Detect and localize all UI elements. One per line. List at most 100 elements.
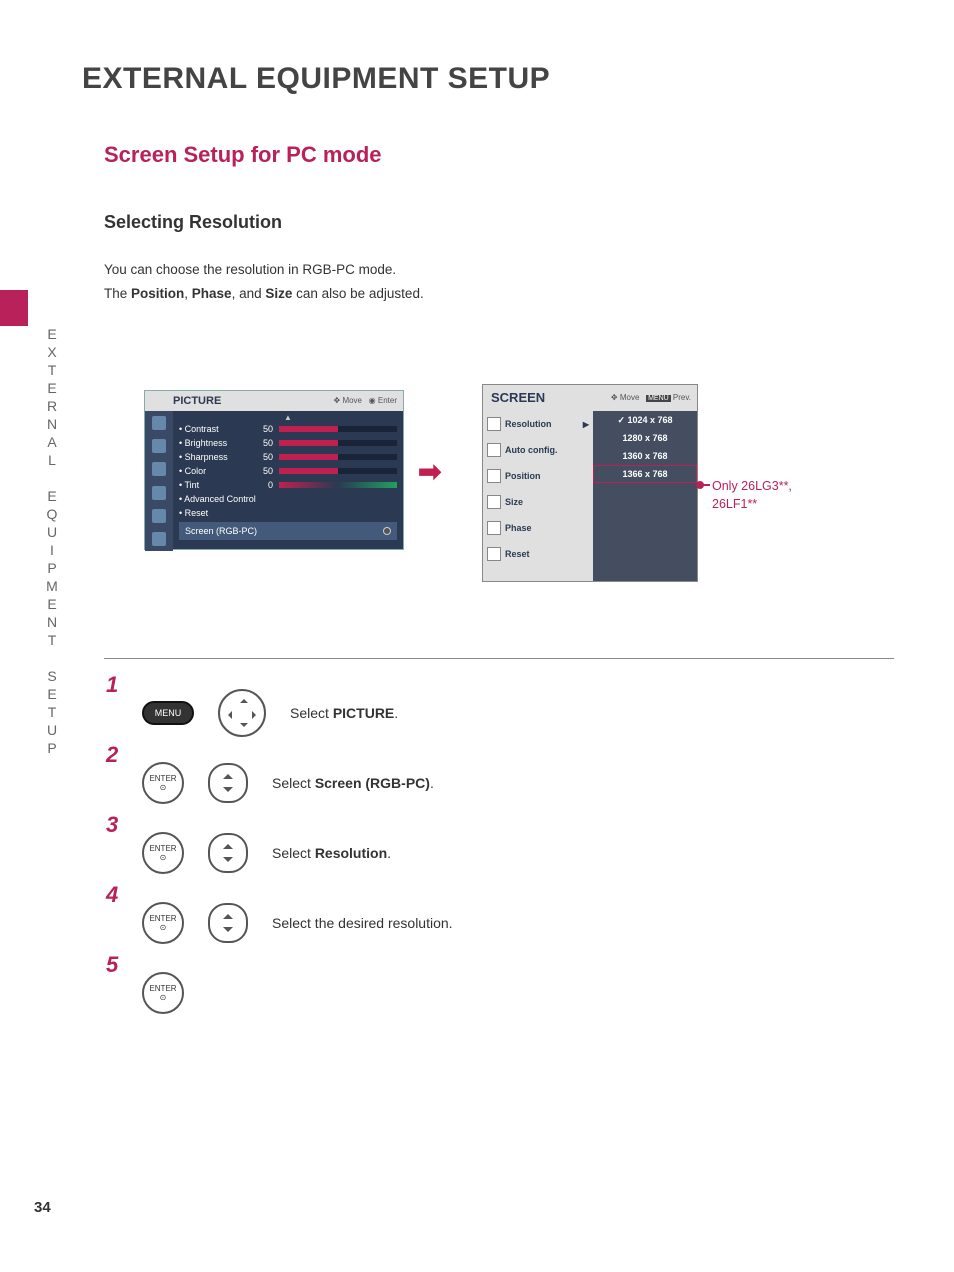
side-accent-tab [0,290,28,326]
intro-bold-phase: Phase [192,286,232,301]
screen-left-list: Resolution ▶ Auto config. Position Size … [483,411,593,581]
resolution-option[interactable]: 1280 x 768 [593,429,697,447]
arrow-right-icon: ➡ [418,455,441,488]
step-pre: Select [272,775,315,791]
picture-item-contrast[interactable]: • Contrast 50 [179,422,397,436]
item-value: 50 [255,466,273,476]
updown-button[interactable] [208,903,248,943]
screen-item-phase[interactable]: Phase [487,515,589,541]
intro-sep2: , and [232,286,266,301]
intro-line1: You can choose the resolution in RGB-PC … [104,258,424,282]
side-label: EXTERNAL EQUIPMENT SETUP [44,326,60,758]
item-value: 0 [255,480,273,490]
step-number: 4 [106,882,118,908]
picture-item-color[interactable]: • Color 50 [179,464,397,478]
resolution-option[interactable]: 1360 x 768 [593,447,697,465]
resolution-option[interactable]: ✓ 1024 x 768 [593,411,697,429]
item-value: 50 [255,424,273,434]
button-label: ENTER [149,844,176,853]
screen-menu-hints: ✥ Move MENU Prev. [611,385,691,412]
step-pre: Select [272,845,315,861]
step-2: 2 ENTER⊙ Select Screen (RGB-PC). [104,748,804,818]
screen-item-reset[interactable]: Reset [487,541,589,567]
step-number: 5 [106,952,118,978]
step-text: Select Screen (RGB-PC). [272,775,434,791]
step-text: Select Resolution. [272,845,391,861]
picture-menu-header: PICTURE ✥ Move ◉ Enter [145,391,403,411]
item-value: 50 [255,452,273,462]
picture-menu-hints: ✥ Move ◉ Enter [334,391,398,411]
note-line2: 26LF1** [712,496,792,514]
scroll-up-icon: ▲ [179,413,397,422]
picture-item-sharpness[interactable]: • Sharpness 50 [179,450,397,464]
hint-prev: Prev. [673,393,691,402]
step-pre: Select the desired resolution. [272,915,453,931]
autoconfig-icon [487,443,501,457]
hint-menu-box: MENU [646,395,671,402]
menu-button[interactable]: MENU [142,701,194,725]
step-1: 1 MENU Select PICTURE. [104,678,804,748]
step-number: 3 [106,812,118,838]
picture-item-advanced[interactable]: • Advanced Control [179,492,397,506]
button-label: ENTER [149,774,176,783]
intro-bold-size: Size [265,286,292,301]
step-bold: PICTURE [333,705,394,721]
step-text: Select PICTURE. [290,705,398,721]
screen-item-autoconfig[interactable]: Auto config. [487,437,589,463]
sidebar-icon [152,486,166,500]
button-label: ENTER [149,914,176,923]
item-label: Size [505,497,523,507]
hint-enter: Enter [378,396,397,405]
screen-item-resolution[interactable]: Resolution ▶ [487,411,589,437]
item-label: • Sharpness [179,452,249,462]
screen-right-list: ✓ 1024 x 768 1280 x 768 1360 x 768 1366 … [593,411,697,581]
screen-item-size[interactable]: Size [487,489,589,515]
item-bar [279,468,397,474]
sidebar-icon [152,439,166,453]
item-label: • Tint [179,480,249,490]
updown-button[interactable] [208,833,248,873]
size-icon [487,495,501,509]
item-bar [279,440,397,446]
item-label: Screen (RGB-PC) [185,526,257,536]
step-post: . [394,705,398,721]
item-value: 50 [255,438,273,448]
intro-line2: The Position, Phase, and Size can also b… [104,282,424,306]
intro-post: can also be adjusted. [292,286,423,301]
intro-sep1: , [184,286,192,301]
enter-button[interactable]: ENTER⊙ [142,902,184,944]
hint-move: Move [342,396,362,405]
step-number: 1 [106,672,118,698]
position-icon [487,469,501,483]
page-title: EXTERNAL EQUIPMENT SETUP [82,62,550,96]
enter-button[interactable]: ENTER⊙ [142,972,184,1014]
resolution-option[interactable]: 1366 x 768 [593,465,697,483]
item-label: • Color [179,466,249,476]
item-label: • Contrast [179,424,249,434]
picture-item-reset[interactable]: • Reset [179,506,397,520]
sidebar-icon [152,532,166,546]
step-bold: Resolution [315,845,387,861]
dpad-button[interactable] [218,689,266,737]
enter-button[interactable]: ENTER⊙ [142,832,184,874]
step-post: . [430,775,434,791]
picture-item-brightness[interactable]: • Brightness 50 [179,436,397,450]
option-label: 1024 x 768 [628,415,673,425]
picture-item-tint[interactable]: • Tint 0 [179,478,397,492]
item-bar [279,426,397,432]
sub-title: Selecting Resolution [104,212,282,233]
picture-item-screen-rgb[interactable]: Screen (RGB-PC) [179,522,397,540]
updown-button[interactable] [208,763,248,803]
item-label: Resolution [505,419,552,429]
chevron-right-icon: ▶ [583,420,589,429]
phase-icon [487,521,501,535]
step-number: 2 [106,742,118,768]
enter-button[interactable]: ENTER⊙ [142,762,184,804]
intro-text: You can choose the resolution in RGB-PC … [104,258,424,307]
callout-line [698,484,710,486]
step-bold: Screen (RGB-PC) [315,775,430,791]
item-label: Reset [505,549,530,559]
screen-item-position[interactable]: Position [487,463,589,489]
hint-move: Move [620,393,640,402]
resolution-icon [487,417,501,431]
